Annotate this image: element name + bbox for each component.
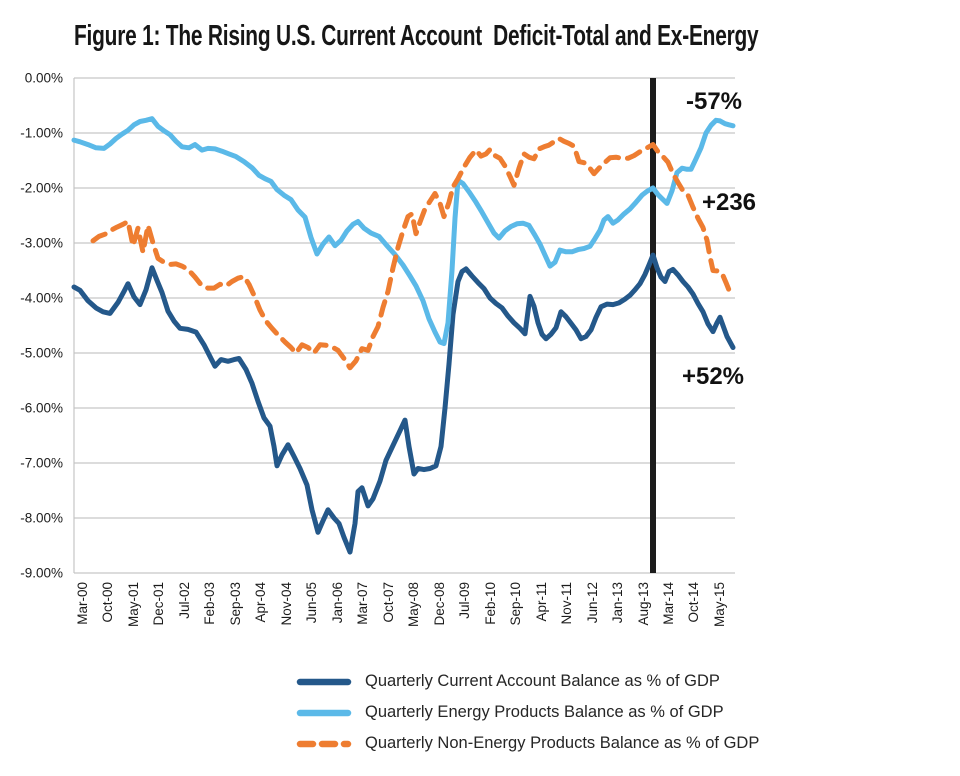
y-tick-label: -1.00% xyxy=(20,126,63,141)
x-tick-label: Apr-11 xyxy=(534,582,549,622)
x-tick-label: Sep-10 xyxy=(508,582,523,626)
x-tick-label: Oct-07 xyxy=(381,582,396,623)
legend-item-current-account: Quarterly Current Account Balance as % o… xyxy=(296,666,759,697)
y-tick-label: -7.00% xyxy=(20,456,63,471)
legend-swatch-current-account xyxy=(296,678,352,685)
legend-label-current-account: Quarterly Current Account Balance as % o… xyxy=(365,672,720,690)
x-tick-label: Sep-03 xyxy=(228,582,243,626)
chart-title: Figure 1: The Rising U.S. Current Accoun… xyxy=(74,20,960,53)
legend-item-energy: Quarterly Energy Products Balance as % o… xyxy=(296,697,759,728)
x-tick-label: Jun-12 xyxy=(585,582,600,623)
annotation-57: -57% xyxy=(686,88,742,115)
y-tick-label: -2.00% xyxy=(20,181,63,196)
legend-label-non-energy: Quarterly Non-Energy Products Balance as… xyxy=(365,734,760,752)
x-tick-label: Jul-09 xyxy=(457,582,472,619)
annotation-236: +236 xyxy=(702,189,756,216)
series-line-non-energy-products xyxy=(90,136,736,371)
x-tick-label: Dec-01 xyxy=(151,582,166,626)
x-tick-label: Nov-11 xyxy=(559,582,574,625)
x-tick-label: Oct-00 xyxy=(100,582,115,623)
chart-legend: Quarterly Current Account Balance as % o… xyxy=(296,666,759,759)
x-tick-label: Feb-10 xyxy=(483,582,498,625)
x-tick-label: May-01 xyxy=(126,582,141,627)
x-tick-label: Aug-13 xyxy=(636,582,651,626)
x-tick-label: Mar-00 xyxy=(75,582,90,625)
y-tick-label: -8.00% xyxy=(20,511,63,526)
legend-item-non-energy: Quarterly Non-Energy Products Balance as… xyxy=(296,728,759,759)
legend-swatch-non-energy xyxy=(296,740,352,747)
y-tick-label: -4.00% xyxy=(20,291,63,306)
y-tick-label: 0.00% xyxy=(25,71,63,86)
legend-swatch-energy xyxy=(296,709,352,716)
series-line-energy-products xyxy=(71,116,736,347)
x-tick-label: May-08 xyxy=(406,582,421,627)
x-tick-label: Apr-04 xyxy=(253,582,268,623)
y-tick-label: -9.00% xyxy=(20,566,63,581)
x-tick-label: Feb-03 xyxy=(202,582,217,625)
x-tick-label: Mar-14 xyxy=(661,582,676,625)
chart-title-text: Figure 1: The Rising U.S. Current Accoun… xyxy=(74,20,759,52)
legend-label-energy: Quarterly Energy Products Balance as % o… xyxy=(365,703,724,721)
x-tick-label: Jan-06 xyxy=(330,582,345,623)
x-tick-label: Jul-02 xyxy=(177,582,192,619)
x-tick-label: May-15 xyxy=(712,582,727,627)
y-tick-label: -6.00% xyxy=(20,401,63,416)
x-tick-label: Oct-14 xyxy=(686,582,701,623)
x-tick-label: Jun-05 xyxy=(304,582,319,623)
x-tick-label: Nov-04 xyxy=(279,582,294,626)
y-tick-label: -3.00% xyxy=(20,236,63,251)
series-line-current-account xyxy=(71,252,736,555)
x-tick-label: Jan-13 xyxy=(610,582,625,623)
x-tick-label: Mar-07 xyxy=(355,582,370,625)
x-tick-label: Dec-08 xyxy=(432,582,447,626)
annotation-52: +52% xyxy=(682,363,744,390)
y-tick-label: -5.00% xyxy=(20,346,63,361)
